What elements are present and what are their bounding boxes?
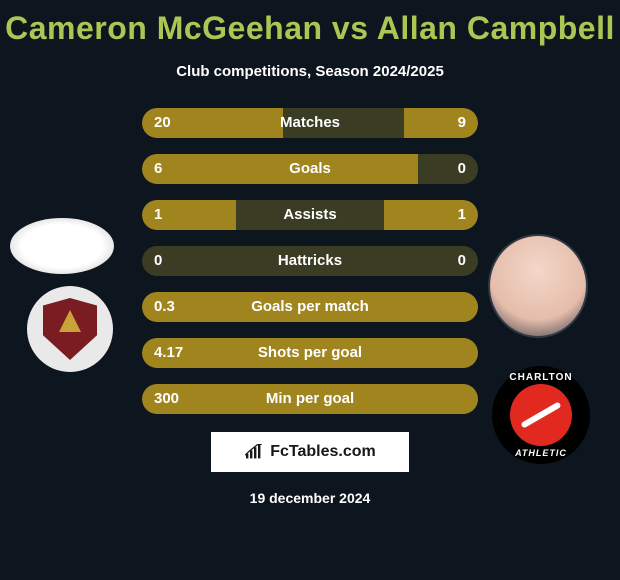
stat-value-right: 0 bbox=[458, 154, 466, 184]
badge-text-bottom: ATHLETIC bbox=[492, 448, 590, 458]
stat-label: Goals bbox=[142, 154, 478, 184]
brand-badge: FcTables.com bbox=[211, 432, 409, 472]
chart-icon bbox=[244, 444, 264, 460]
stat-label: Min per goal bbox=[142, 384, 478, 414]
stat-value-right: 9 bbox=[458, 108, 466, 138]
stat-label: Matches bbox=[142, 108, 478, 138]
page-title: Cameron McGeehan vs Allan Campbell bbox=[0, 0, 620, 47]
stat-label: Assists bbox=[142, 200, 478, 230]
subtitle: Club competitions, Season 2024/2025 bbox=[0, 63, 620, 80]
stat-label: Goals per match bbox=[142, 292, 478, 322]
brand-text: FcTables.com bbox=[270, 443, 376, 461]
stat-label: Shots per goal bbox=[142, 338, 478, 368]
stat-label: Hattricks bbox=[142, 246, 478, 276]
date-text: 19 december 2024 bbox=[0, 490, 620, 506]
stat-row: 20Matches9 bbox=[142, 108, 478, 138]
stat-row: 0.3Goals per match bbox=[142, 292, 478, 322]
comparison-panel: CHARLTON ATHLETIC 20Matches96Goals01Assi… bbox=[0, 108, 620, 414]
player-right-avatar bbox=[488, 234, 588, 338]
stat-row: 4.17Shots per goal bbox=[142, 338, 478, 368]
badge-text-top: CHARLTON bbox=[492, 372, 590, 383]
player-right-club-badge: CHARLTON ATHLETIC bbox=[492, 366, 590, 464]
player-left-avatar bbox=[10, 218, 114, 274]
sword-icon bbox=[510, 384, 572, 446]
stat-value-right: 1 bbox=[458, 200, 466, 230]
stat-row: 300Min per goal bbox=[142, 384, 478, 414]
player-left-club-badge bbox=[27, 286, 113, 372]
stat-row: 1Assists1 bbox=[142, 200, 478, 230]
stat-bars: 20Matches96Goals01Assists10Hattricks00.3… bbox=[142, 108, 478, 414]
stat-row: 0Hattricks0 bbox=[142, 246, 478, 276]
shield-icon bbox=[43, 298, 97, 360]
stat-value-right: 0 bbox=[458, 246, 466, 276]
stat-row: 6Goals0 bbox=[142, 154, 478, 184]
